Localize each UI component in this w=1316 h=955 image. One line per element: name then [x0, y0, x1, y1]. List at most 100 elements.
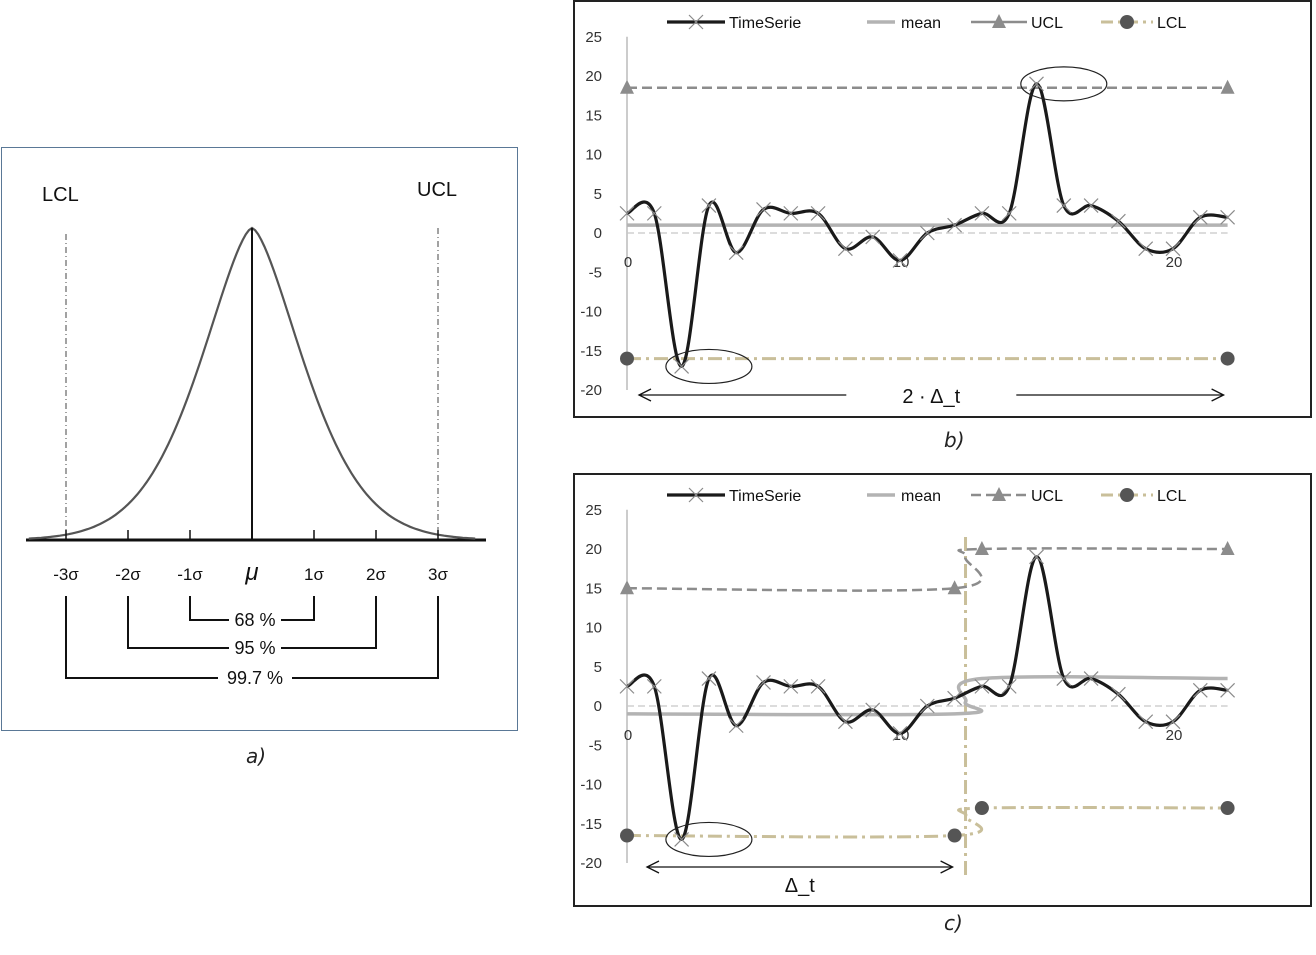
timeserie-point	[974, 678, 990, 694]
span-label: Δ_t	[785, 875, 815, 897]
x-tick-label: 20	[1166, 254, 1183, 271]
timeserie-point	[1029, 76, 1044, 92]
timeserie-point	[728, 245, 744, 261]
timeserie-point	[947, 690, 963, 706]
span-arrowhead-right	[940, 860, 955, 874]
control-chart-b-panel: 25 20 15 10 5 0 -5 -10 -15 -20 0 10 20 2 · Δ_t TimeSer…	[573, 0, 1312, 418]
normal-distribution-chart: LCL UCL -3σ -2σ -1σ μ 1σ 2σ 3σ 68 % 95 % 99.7 %	[26, 179, 486, 689]
ucl-marker	[1220, 79, 1235, 94]
timeserie-point	[974, 205, 990, 221]
lcl-label: LCL	[42, 184, 79, 206]
timeserie-point	[1110, 686, 1126, 702]
timeserie-point	[919, 225, 935, 241]
x-tick-label: 1σ	[304, 565, 324, 584]
timeserie-point	[1165, 714, 1181, 730]
legend-label-ucl: UCL	[1031, 488, 1063, 505]
ucl-marker	[947, 580, 962, 595]
y-tick-label: 15	[585, 107, 602, 124]
span-arrowhead-left	[637, 388, 652, 402]
timeserie-point	[1083, 671, 1099, 686]
lcl-marker	[1220, 351, 1235, 366]
y-tick-label: 0	[594, 698, 602, 715]
y-tick-label: -5	[589, 264, 602, 281]
timeserie-point	[919, 698, 935, 714]
y-tick-label: 5	[594, 186, 602, 203]
percent-label: 99.7 %	[227, 668, 283, 688]
lcl-marker	[620, 351, 634, 366]
lcl-series-line	[626, 805, 1228, 839]
legend-marker-timeserie	[688, 14, 704, 30]
ucl-marker	[620, 79, 634, 94]
timeserie-point	[810, 678, 826, 694]
legend-marker-ucl	[992, 487, 1006, 501]
timeserie-point	[646, 205, 662, 221]
timeserie-point	[865, 229, 881, 245]
caption-a: a)	[246, 744, 267, 768]
timeserie-point	[1056, 671, 1072, 686]
x-tick-label: 2σ	[366, 565, 386, 584]
timeserie-point	[1056, 198, 1072, 213]
span-arrowhead-left	[645, 860, 660, 874]
timeserie-point	[783, 678, 799, 694]
timeserie-line	[626, 555, 1228, 842]
timeserie-point	[1001, 678, 1017, 694]
y-tick-label: -5	[589, 737, 602, 754]
timeserie-point	[865, 702, 881, 718]
timeserie-point	[1220, 209, 1236, 225]
legend-label-ucl: UCL	[1031, 15, 1063, 32]
normal-distribution-panel: LCL UCL -3σ -2σ -1σ μ 1σ 2σ 3σ 68 % 95 % 99.7 %	[1, 147, 518, 731]
lcl-marker	[1220, 801, 1235, 816]
percent-label-bg	[229, 637, 281, 659]
legend-marker-lcl	[1120, 488, 1134, 502]
lcl-marker	[947, 828, 962, 843]
y-tick-label: -10	[580, 304, 602, 321]
timeserie-point	[892, 726, 908, 741]
y-tick-label: 25	[585, 29, 602, 46]
timeserie-point	[674, 359, 690, 374]
x-tick-label: 0	[624, 254, 632, 271]
legend-marker-lcl	[1120, 15, 1134, 29]
y-tick-label: -20	[580, 382, 602, 399]
x-tick-label: μ	[244, 559, 258, 586]
y-tick-label: 15	[585, 580, 602, 597]
timeserie-point	[1110, 213, 1126, 229]
timeserie-point	[646, 678, 662, 694]
percent-label-bg	[218, 667, 292, 689]
ucl-marker	[974, 541, 989, 555]
y-tick-label: 20	[585, 68, 602, 85]
x-tick-label: 3σ	[428, 565, 448, 584]
timeserie-point	[674, 832, 690, 847]
timeserie-point	[619, 678, 635, 694]
timeserie-point	[783, 205, 799, 221]
lcl-marker	[974, 801, 989, 816]
timeserie-point	[701, 198, 717, 213]
timeserie-point	[892, 253, 908, 268]
legend-label-lcl: LCL	[1157, 15, 1186, 32]
legend-label-mean: mean	[901, 488, 941, 505]
timeserie-point	[619, 205, 635, 221]
x-tick-label: -2σ	[115, 565, 141, 584]
timeserie-point	[837, 714, 853, 730]
y-tick-label: -10	[580, 777, 602, 794]
outlier-ellipse	[665, 821, 753, 858]
timeserie-point	[837, 241, 853, 257]
x-tick-label: -1σ	[177, 565, 203, 584]
legend-label-timeserie: TimeSerie	[729, 488, 801, 505]
timeserie-point	[1001, 205, 1017, 221]
y-tick-label: 25	[585, 502, 602, 519]
control-chart-c-panel: 25 20 15 10 5 0 -5 -10 -15 -20 0 10 20 Δ_t TimeSerie me…	[573, 473, 1312, 907]
y-tick-label: 10	[585, 620, 602, 637]
timeserie-point	[1192, 209, 1208, 225]
timeserie-point	[1138, 241, 1154, 257]
ucl-series-line	[626, 547, 1228, 592]
timeserie-point	[810, 205, 826, 221]
caption-c: c)	[944, 911, 963, 935]
legend-marker-timeserie	[688, 487, 704, 503]
timeserie-point	[1192, 682, 1208, 698]
y-tick-label: 20	[585, 541, 602, 558]
lcl-marker	[620, 828, 634, 843]
timeserie-point	[947, 217, 963, 233]
y-tick-label: 0	[594, 225, 602, 242]
span-arrowhead-right	[1211, 388, 1226, 402]
